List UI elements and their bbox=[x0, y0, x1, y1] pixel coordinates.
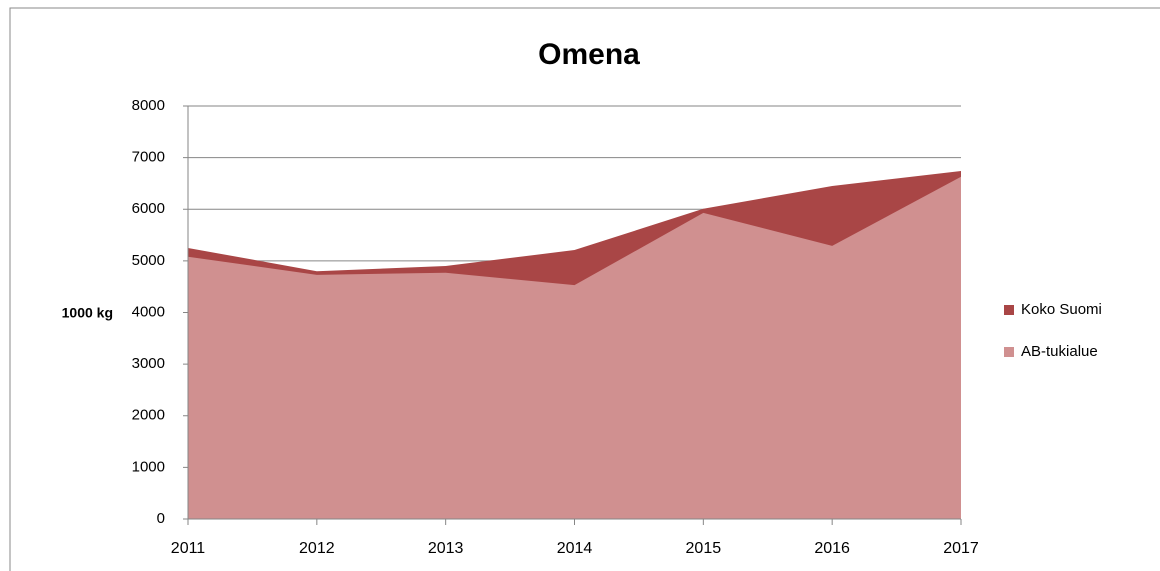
x-tick-label: 2016 bbox=[814, 540, 850, 557]
x-tick-label: 2015 bbox=[686, 540, 722, 557]
legend-label: Koko Suomi bbox=[1021, 301, 1102, 318]
x-tick-label: 2012 bbox=[299, 540, 335, 557]
x-tick-label: 2014 bbox=[557, 540, 593, 557]
legend-label: AB-tukialue bbox=[1021, 343, 1098, 360]
y-axis-label: 1000 kg bbox=[62, 305, 113, 321]
y-tick-label: 1000 bbox=[132, 458, 165, 475]
x-tick-label: 2017 bbox=[943, 540, 979, 557]
x-tick-label: 2013 bbox=[428, 540, 464, 557]
y-tick-label: 6000 bbox=[132, 200, 165, 217]
y-tick-label: 0 bbox=[157, 510, 165, 527]
legend-swatch bbox=[1004, 305, 1014, 315]
y-tick-label: 5000 bbox=[132, 252, 165, 269]
y-tick-label: 2000 bbox=[132, 407, 165, 424]
y-tick-label: 8000 bbox=[132, 97, 165, 114]
area bbox=[188, 176, 961, 519]
y-tick-label: 4000 bbox=[132, 303, 165, 320]
y-tick-label: 7000 bbox=[132, 149, 165, 166]
y-tick-label: 3000 bbox=[132, 355, 165, 372]
chart-title: Omena bbox=[538, 38, 640, 71]
legend-swatch bbox=[1004, 347, 1014, 357]
x-tick-label: 2011 bbox=[171, 540, 206, 557]
